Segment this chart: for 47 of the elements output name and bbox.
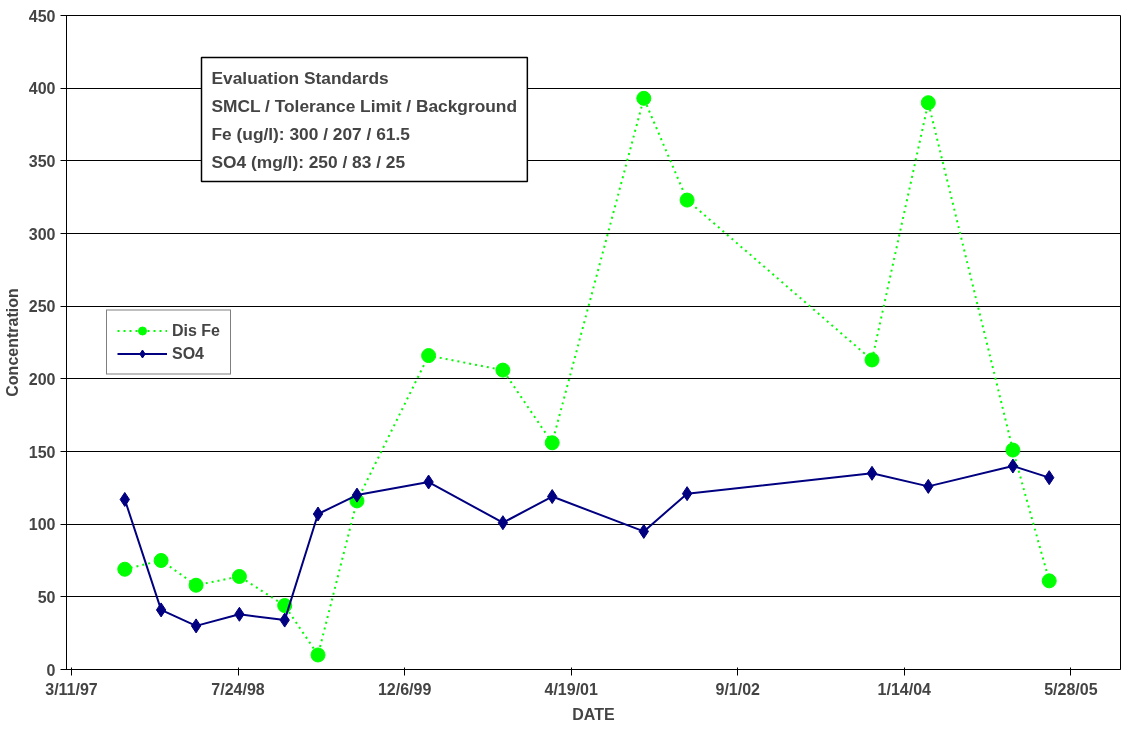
point (497, 515, 509, 531)
y-tick-label: 350 (28, 152, 56, 170)
y-axis-title: Concentration (3, 288, 21, 397)
point (1005, 442, 1021, 458)
point (681, 486, 693, 502)
annotation: SMCL / Tolerance Limit / Background (211, 95, 518, 116)
x-tick-label: 9/1/02 (715, 680, 761, 698)
y-tick-label: 200 (28, 370, 56, 388)
point (636, 90, 652, 106)
point (421, 348, 437, 364)
annotation: Evaluation Standards (211, 67, 389, 88)
y-tick-label: 150 (28, 443, 56, 461)
x-tick-label: 7/24/98 (211, 680, 265, 698)
point (190, 618, 202, 634)
annotation: SO4 (mg/l): 250 / 83 / 25 (211, 151, 406, 172)
point (310, 647, 326, 663)
x-tick-label: 5/28/05 (1044, 680, 1098, 698)
y-tick-label: 450 (28, 7, 56, 25)
point (188, 577, 204, 593)
point (117, 561, 133, 577)
point (312, 506, 324, 522)
point (155, 602, 167, 618)
point (866, 465, 878, 481)
y-tick-label: 250 (28, 298, 56, 316)
x-tick-label: 3/11/97 (45, 680, 98, 698)
point (495, 362, 511, 378)
point (864, 352, 880, 368)
legend-label: SO4 (172, 344, 205, 363)
y-tick-label: 100 (28, 516, 56, 534)
point (920, 95, 936, 111)
y-tick-label: 400 (28, 80, 56, 98)
point (1007, 458, 1019, 474)
x-tick-label: 4/19/01 (544, 680, 598, 698)
y-tick-label: 300 (28, 225, 56, 243)
point (153, 553, 169, 568)
y-tick-label: 50 (37, 588, 56, 606)
y-tick-label: 0 (46, 661, 56, 679)
point (351, 487, 363, 503)
point (544, 435, 560, 451)
point (679, 192, 695, 208)
x-tick-label: 1/14/04 (877, 680, 932, 698)
x-tick-label: 12/6/99 (377, 680, 432, 698)
point (1041, 573, 1057, 589)
legend-label: Dis Fe (172, 321, 221, 340)
point (231, 569, 247, 584)
x-axis-title: DATE (572, 705, 616, 723)
annotation: Fe (ug/l): 300 / 207 / 61.5 (211, 123, 411, 144)
